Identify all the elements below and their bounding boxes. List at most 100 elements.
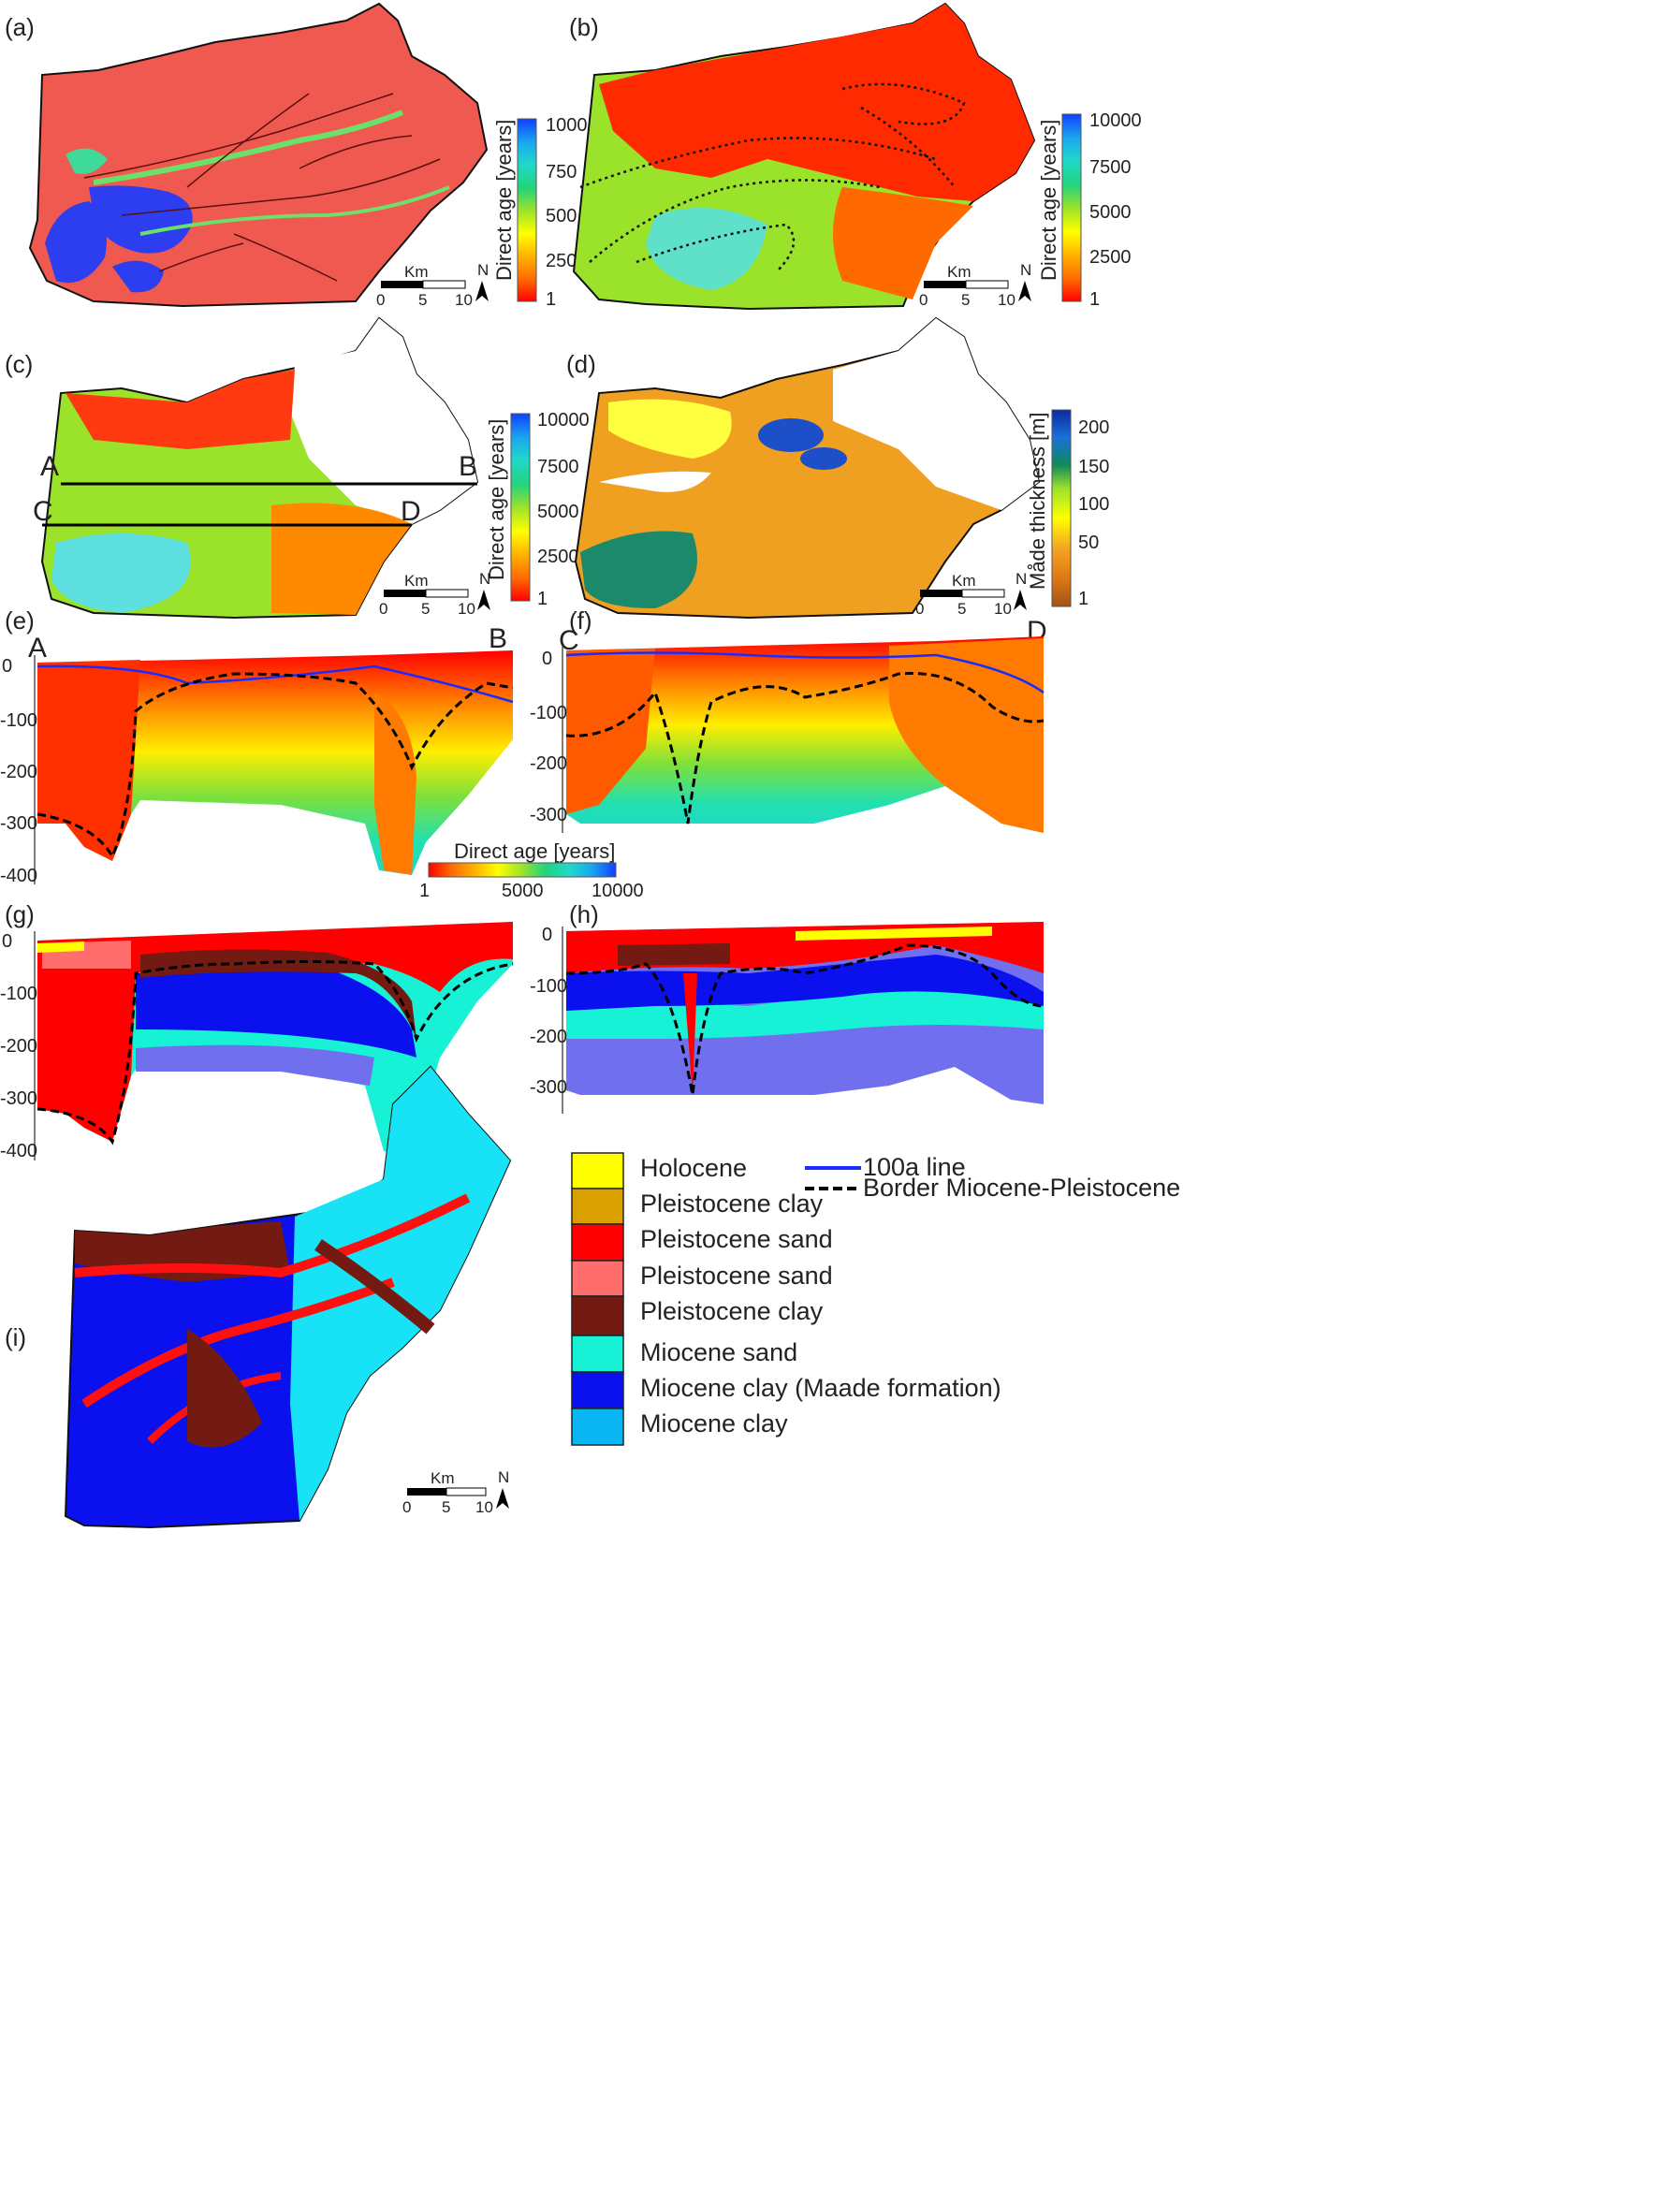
colorbar-b-tick-3: 2500 xyxy=(1089,247,1132,268)
section-f-border-line xyxy=(565,671,1045,825)
map-b-old-zone xyxy=(646,208,767,290)
map-d-thick-zone-east xyxy=(800,447,847,470)
scalebar-a-tick-0: 0 xyxy=(376,291,385,309)
panel-d: (d) Km 0 5 10 N 200 150 100 50 1 Måde th… xyxy=(566,316,1109,620)
section-g-depth-400: -400 xyxy=(0,1141,37,1161)
colorbar-a-tick-0: 1000 xyxy=(546,115,588,136)
map-i-pleistocene-clay-valley xyxy=(314,1239,435,1335)
panel-a-label: (a) xyxy=(5,13,35,41)
section-g-depth-200: -200 xyxy=(0,1036,37,1057)
colorbar-c-title: Direct age [years] xyxy=(485,419,508,580)
legend-swatch xyxy=(571,1260,624,1297)
section-g-depth-300: -300 xyxy=(0,1088,37,1109)
section-f-depth-0: 0 xyxy=(542,649,552,669)
section-h-pleistocene-clay xyxy=(618,943,730,966)
colorbar-a-tick-3: 250 xyxy=(546,251,577,271)
profile-label-a: A xyxy=(40,451,59,482)
colorbar-a: 1000 750 500 250 1 Direct age [years] xyxy=(492,115,588,310)
scalebar-i-tick-10: 10 xyxy=(475,1498,493,1516)
section-f-depth-300: -300 xyxy=(530,805,567,825)
legend-label-pleistocene-clay: Pleistocene clay xyxy=(640,1189,824,1218)
colorbar-d-tick-0: 200 xyxy=(1078,417,1109,438)
panel-g: (g) 0 -100 -200 -300 -400 xyxy=(0,900,514,1161)
section-e-end: B xyxy=(489,623,507,654)
map-c-old-zone xyxy=(51,533,191,613)
map-a-old-zone-center xyxy=(89,185,193,254)
scalebar-a: Km 0 5 10 N xyxy=(376,261,489,309)
panel-c-label: (c) xyxy=(5,350,33,378)
profile-label-c: C xyxy=(33,496,53,527)
scalebar-d-unit: Km xyxy=(952,572,976,590)
scalebar-a-tick-5: 5 xyxy=(418,291,427,309)
map-c-young-north xyxy=(66,370,295,449)
legend-swatches xyxy=(571,1152,624,1446)
north-arrow-icon xyxy=(496,1488,509,1509)
section-g-holocene xyxy=(37,941,84,953)
colorbar-a-title: Direct age [years] xyxy=(492,120,516,281)
north-arrow-i-label: N xyxy=(498,1468,509,1486)
scalebar-b: Km 0 5 10 N xyxy=(919,261,1031,309)
colorbar-sections-tick-2: 10000 xyxy=(592,881,644,901)
map-d-nodata xyxy=(833,318,1039,510)
colorbar-d-tick-4: 1 xyxy=(1078,589,1088,609)
legend-item-miocene-clay: Miocene clay xyxy=(640,1409,788,1437)
map-d-thick-zone-sw xyxy=(580,531,697,608)
map-i-pleistocene-clay-south xyxy=(187,1329,262,1448)
panel-d-label: (d) xyxy=(566,350,596,378)
legend-swatch xyxy=(571,1408,624,1446)
scalebar-d-tick-10: 10 xyxy=(994,600,1012,618)
map-a-valley-1 xyxy=(93,109,404,185)
section-e-depth-200: -200 xyxy=(0,762,37,782)
scalebar-i-unit: Km xyxy=(431,1469,455,1487)
scalebar-c-tick-5: 5 xyxy=(421,600,430,618)
colorbar-d-tick-1: 150 xyxy=(1078,457,1109,477)
legend-label-100a-line: 100a line xyxy=(863,1153,966,1181)
section-h-depth-300: -300 xyxy=(530,1077,567,1098)
panel-i: (i) Km 0 5 10 N xyxy=(5,1065,512,1529)
map-c-nodata xyxy=(290,318,477,524)
map-a-old-zone-west xyxy=(45,201,107,284)
section-e-depth-0: 0 xyxy=(2,656,12,677)
scalebar-i: Km 0 5 10 N xyxy=(402,1468,509,1516)
map-d-thin-zone xyxy=(608,399,732,459)
scalebar-d-tick-5: 5 xyxy=(957,600,966,618)
north-arrow-c-label: N xyxy=(479,570,490,588)
legend-item-pleistocene-sand-1: Pleistocene sand xyxy=(640,1225,833,1253)
panel-b: (b) Km 0 5 10 N 10000 7500 5000 2500 xyxy=(569,2,1142,311)
legend-label-miocene-sand: Miocene sand xyxy=(640,1338,797,1366)
scalebar-c: Km 0 5 10 N xyxy=(379,570,490,618)
panel-h: (h) 0 -100 -200 -300 xyxy=(530,900,1045,1114)
colorbar-a-tick-2: 500 xyxy=(546,206,577,226)
colorbar-d: 200 150 100 50 1 Måde thickness [m] xyxy=(1026,409,1109,609)
section-g-maade-clay xyxy=(136,967,416,1058)
legend-label-pleistocene-sand: Pleistocene sand xyxy=(640,1225,833,1253)
section-h-depth-100: -100 xyxy=(530,976,567,997)
colorbar-sections: Direct age [years] 1 5000 10000 xyxy=(419,839,644,901)
panel-b-label: (b) xyxy=(569,13,599,41)
panel-c: (c) A B C D Km 0 5 10 N 10000 7500 5000 … xyxy=(5,316,590,620)
legend-label-border-line: Border Miocene-Pleistocene xyxy=(863,1174,1180,1202)
scalebar-c-tick-0: 0 xyxy=(379,600,387,618)
section-e-start: A xyxy=(28,633,47,664)
colorbar-c-tick-4: 1 xyxy=(537,589,548,609)
north-arrow-icon xyxy=(1014,590,1027,610)
panel-a: (a) Km 0 5 10 N xyxy=(5,2,588,310)
legend-label-holocene: Holocene xyxy=(640,1154,747,1182)
map-i-miocene-clay-east xyxy=(290,1067,510,1521)
section-g-depth-0: 0 xyxy=(2,931,12,952)
legend-item-pleistocene-sand-2: Pleistocene sand xyxy=(640,1262,833,1290)
section-e-border-line xyxy=(37,672,514,860)
map-i-pleistocene-sand-valley-2 xyxy=(81,1277,395,1408)
colorbar-d-title: Måde thickness [m] xyxy=(1026,412,1049,590)
panel-i-label: (i) xyxy=(5,1323,26,1351)
north-arrow-d-label: N xyxy=(1015,570,1027,588)
legend-swatch xyxy=(571,1188,624,1225)
legend: Holocene Pleistocene clay Pleistocene sa… xyxy=(571,1152,1180,1446)
section-e-depth-100: -100 xyxy=(0,710,37,731)
colorbar-a-tick-4: 1 xyxy=(546,289,556,310)
legend-swatch xyxy=(571,1223,624,1262)
map-d-nodata-channel xyxy=(599,471,711,492)
section-h-depth-200: -200 xyxy=(530,1027,567,1047)
colorbar-b-tick-2: 5000 xyxy=(1089,202,1132,223)
